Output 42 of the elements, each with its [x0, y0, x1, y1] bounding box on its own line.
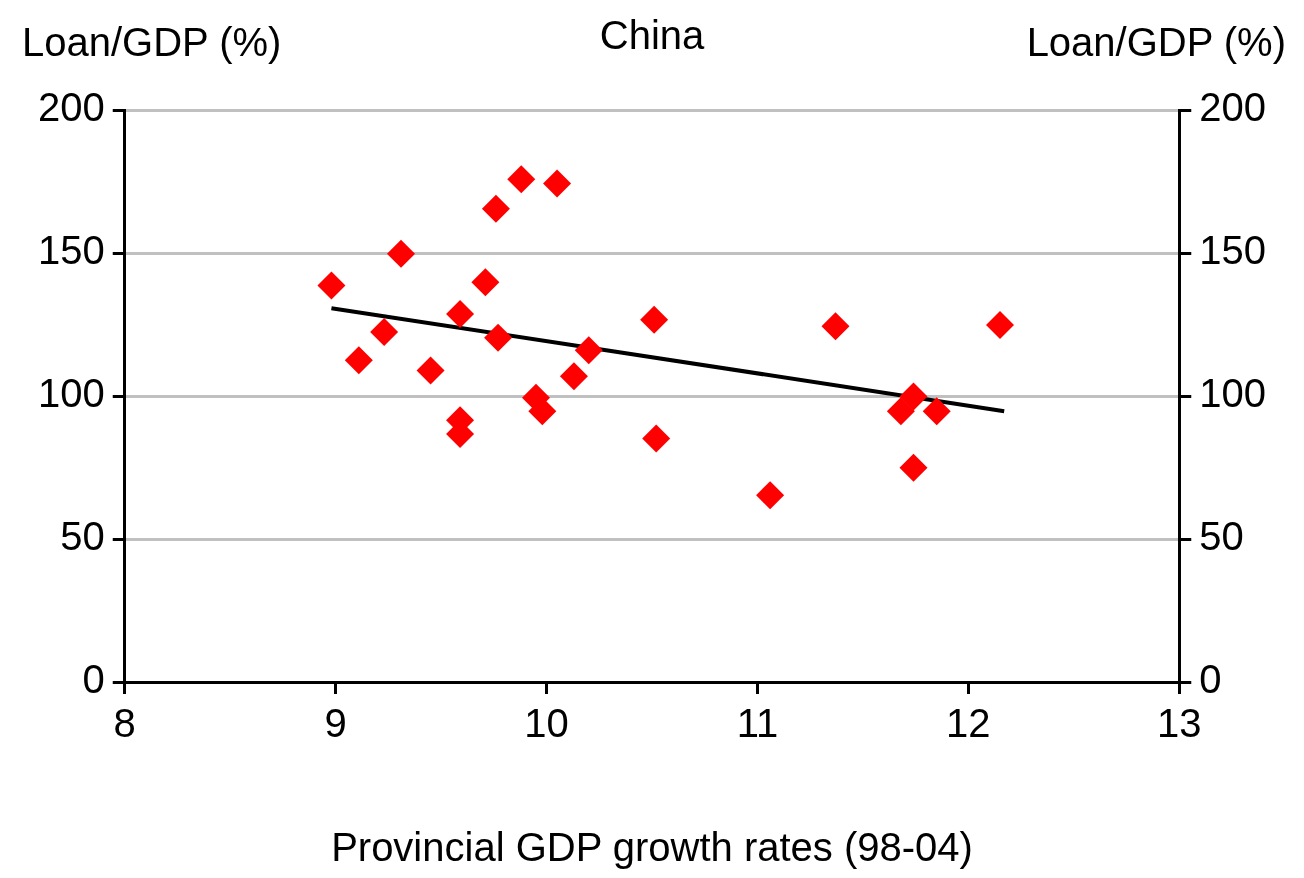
point	[559, 362, 588, 391]
x-tick-label: 12	[946, 701, 991, 746]
x-tick-label: 9	[324, 701, 347, 746]
x-tick-label: 10	[524, 701, 569, 746]
point	[640, 305, 669, 334]
point	[922, 397, 951, 426]
point	[387, 239, 416, 268]
point	[899, 453, 928, 482]
point	[370, 317, 399, 346]
point	[574, 336, 603, 365]
y2-axis-title: Loan/GDP (%)	[1026, 20, 1286, 65]
point	[985, 311, 1014, 340]
point	[886, 397, 915, 426]
point	[543, 169, 572, 198]
y-tick-label: 100	[37, 371, 105, 416]
point	[642, 424, 671, 453]
y-tick-label: 200	[37, 85, 105, 130]
y-tick-label: 150	[37, 228, 105, 273]
y2-tick-label: 200	[1199, 85, 1267, 130]
y-axis-title: Loan/GDP (%)	[22, 20, 282, 65]
y2-tick-label: 150	[1199, 228, 1267, 273]
x-tick-label: 8	[113, 701, 136, 746]
x-axis-title: Provincial GDP growth rates (98-04)	[331, 825, 973, 870]
point	[317, 271, 346, 300]
x-tick-label: 13	[1157, 701, 1202, 746]
y-tick-label: 0	[82, 657, 105, 702]
y-tick-label: 50	[60, 514, 105, 559]
point	[756, 481, 785, 510]
point	[899, 382, 928, 411]
point	[481, 194, 510, 223]
point	[416, 356, 445, 385]
point	[471, 268, 500, 297]
y2-tick-label: 0	[1199, 657, 1222, 702]
y2-tick-label: 50	[1199, 514, 1244, 559]
point	[484, 323, 513, 352]
x-tick-label: 11	[736, 701, 779, 746]
point	[446, 299, 475, 328]
point	[821, 312, 850, 341]
point	[507, 165, 536, 194]
chart-title: China	[599, 13, 706, 58]
point	[344, 346, 373, 375]
y2-tick-label: 100	[1199, 371, 1267, 416]
